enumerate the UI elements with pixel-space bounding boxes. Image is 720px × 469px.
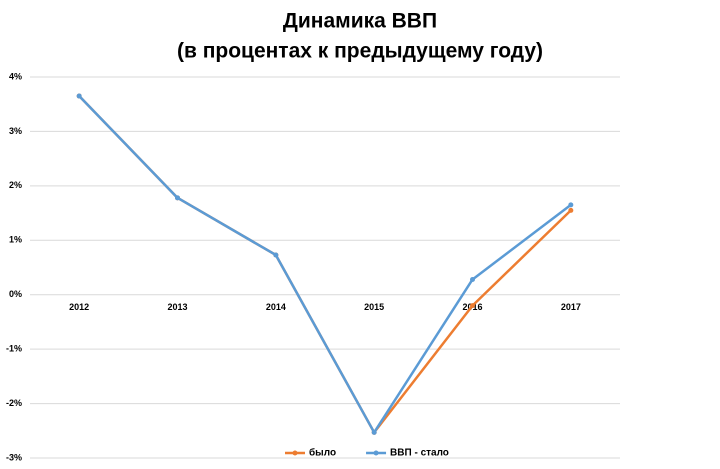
x-tick-label: 2013 — [167, 302, 187, 312]
x-tick-label: 2015 — [364, 302, 384, 312]
legend-label: ВВП - стало — [390, 448, 449, 459]
chart-subtitle: (в процентах к предыдущему году) — [177, 40, 543, 63]
data-point — [371, 429, 377, 435]
legend-label: было — [309, 447, 336, 459]
x-tick-label: 2014 — [266, 302, 286, 312]
data-point — [175, 195, 180, 201]
x-tick-label: 2017 — [561, 302, 581, 312]
series-line — [78, 95, 572, 434]
y-tick-label: 3% — [9, 126, 22, 136]
data-point — [273, 252, 279, 258]
y-tick-label: 2% — [9, 180, 22, 190]
y-tick-label: -3% — [6, 452, 22, 462]
y-tick-label: 1% — [9, 235, 22, 245]
data-point — [568, 202, 574, 208]
x-tick-label: 2012 — [69, 302, 89, 312]
series-line — [78, 95, 572, 434]
chart-title: Динамика ВВП — [283, 10, 437, 33]
y-tick-label: -1% — [6, 344, 22, 354]
y-tick-label: 0% — [9, 289, 22, 299]
y-tick-label: -2% — [6, 398, 22, 408]
y-tick-label: 4% — [9, 71, 22, 81]
legend-marker — [292, 450, 298, 456]
data-point — [470, 303, 475, 309]
data-point — [76, 93, 82, 99]
data-point — [470, 276, 475, 282]
legend-marker — [373, 450, 379, 456]
data-point — [568, 207, 574, 213]
